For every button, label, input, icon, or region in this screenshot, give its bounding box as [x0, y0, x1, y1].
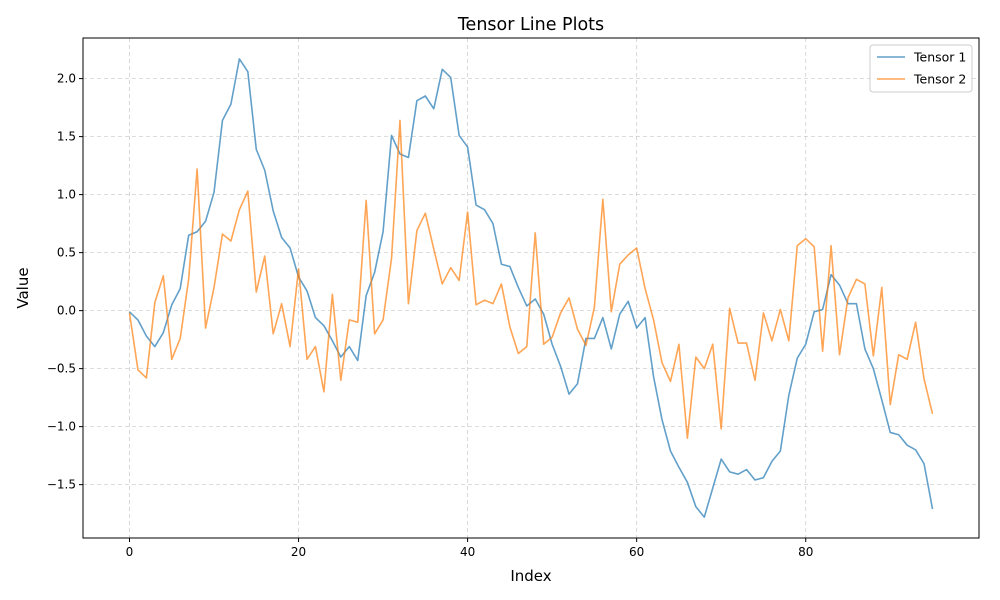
x-tick-label: 20: [291, 545, 306, 559]
legend-label-2: Tensor 2: [913, 72, 966, 87]
series-line-2: [128, 119, 934, 440]
y-tick-label: 1.5: [57, 130, 76, 144]
y-tick-label: 0.0: [57, 304, 76, 318]
series-lines: [128, 58, 934, 518]
legend-label-1: Tensor 1: [913, 50, 966, 65]
x-tick-label: 0: [126, 545, 134, 559]
y-tick-label: 2.0: [57, 72, 76, 86]
y-tick-label: −0.5: [47, 362, 76, 376]
y-axis: −1.5 −1.0 −0.5 0.0 0.5 1.0 1.5 2.0: [47, 72, 83, 492]
y-tick-label: 0.5: [57, 246, 76, 260]
y-tick-label: −1.5: [47, 478, 76, 492]
y-tick-label: −1.0: [47, 420, 76, 434]
x-tick-label: 80: [798, 545, 813, 559]
x-tick-label: 40: [460, 545, 475, 559]
x-tick-label: 60: [629, 545, 644, 559]
grid: [83, 38, 979, 538]
y-axis-title: Value: [14, 267, 32, 308]
x-axis-title: Index: [510, 567, 551, 585]
plot-frame: [82, 37, 980, 539]
chart-title: Tensor Line Plots: [457, 15, 604, 35]
series-line-1: [128, 58, 934, 518]
y-tick-label: 1.0: [57, 188, 76, 202]
x-axis: 0 20 40 60 80: [126, 538, 813, 559]
legend: Tensor 1 Tensor 2: [869, 44, 973, 93]
